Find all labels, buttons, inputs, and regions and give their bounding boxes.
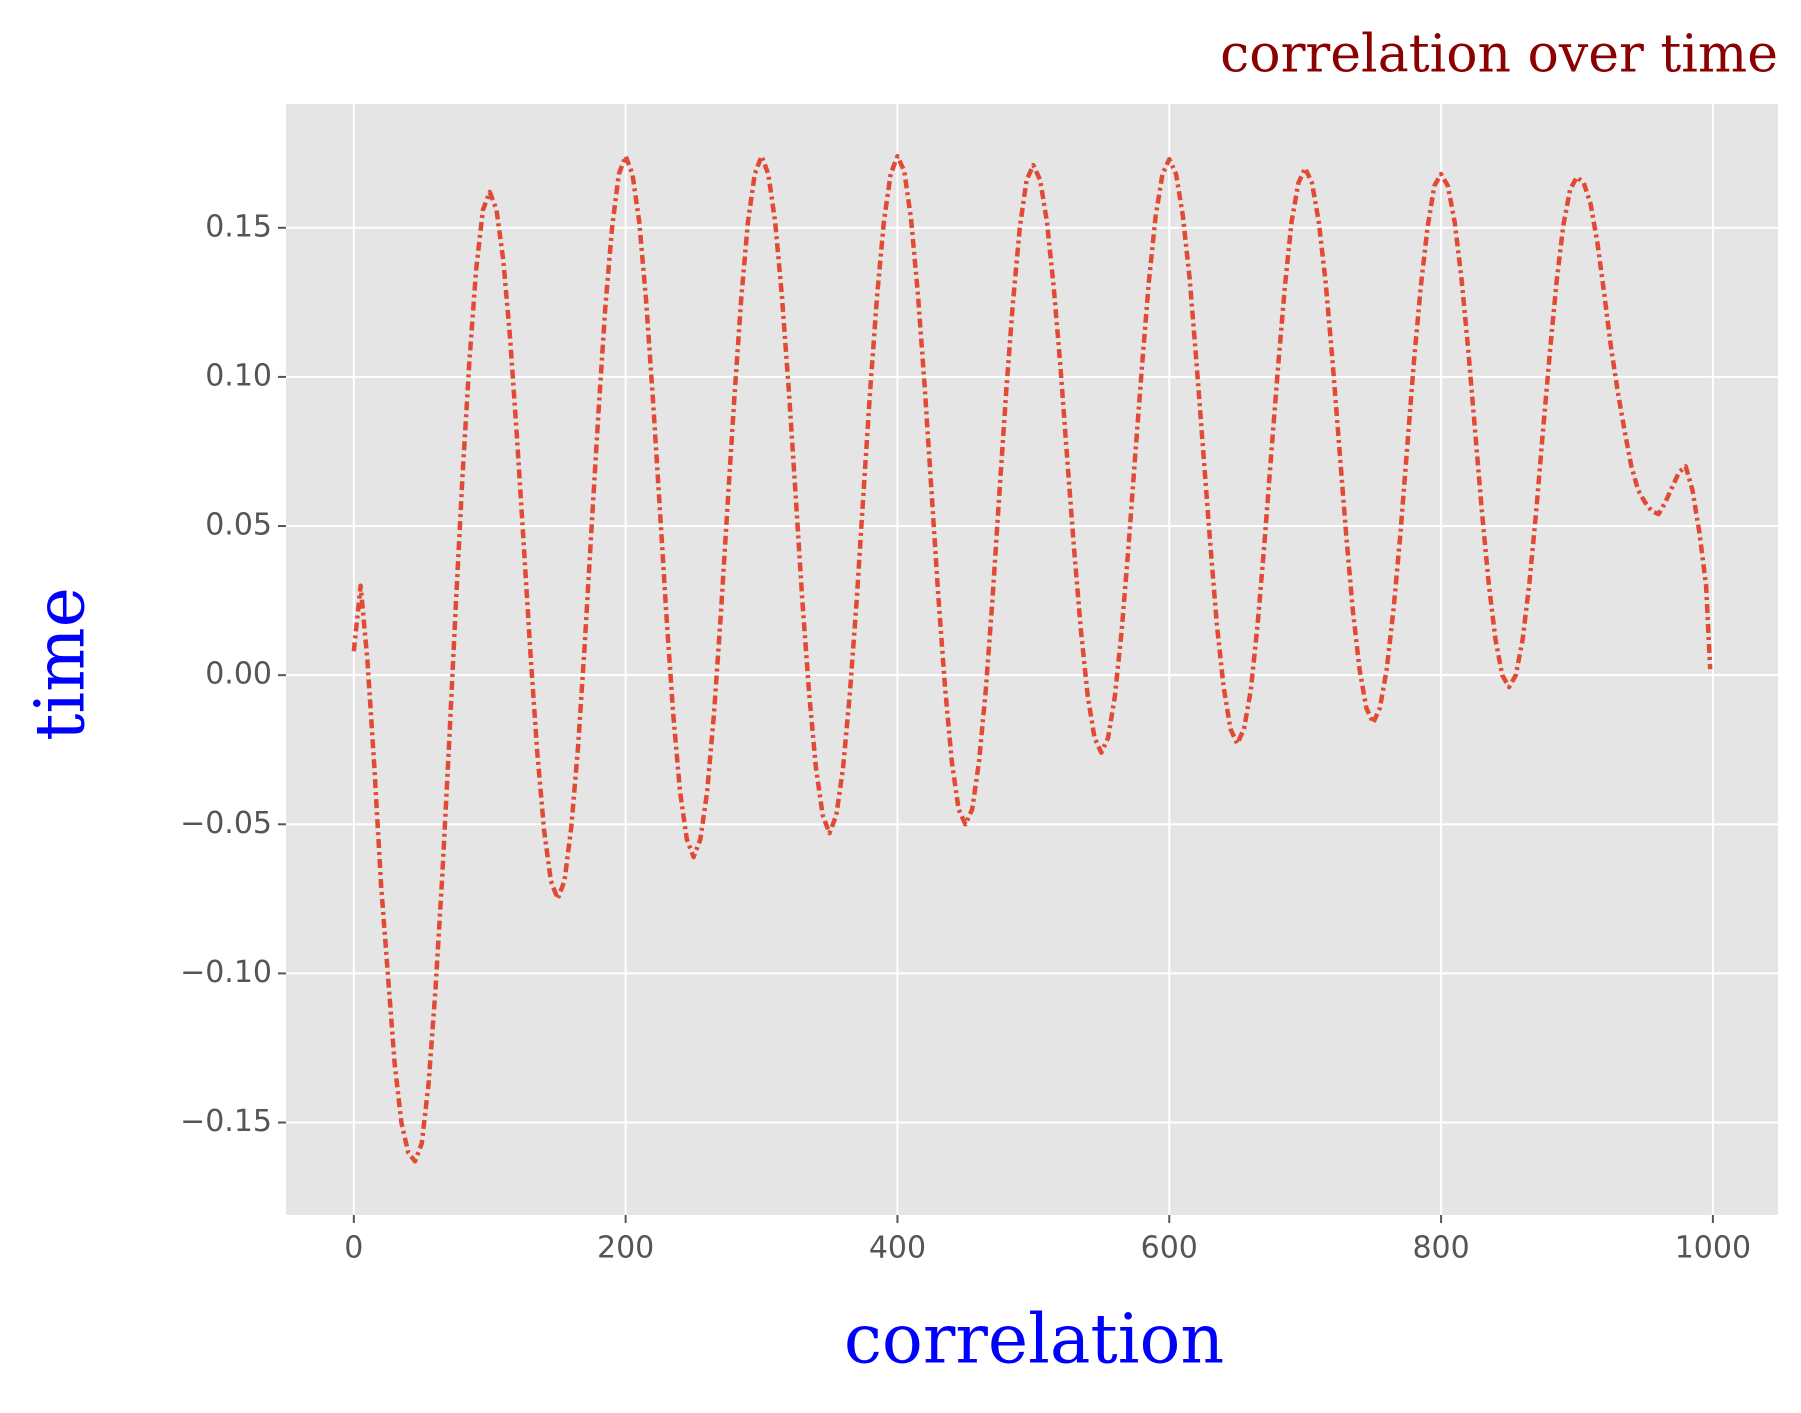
y-tick-label: 0.05 (205, 508, 272, 543)
x-tick-label: 0 (344, 1231, 363, 1266)
y-tick-label: 0.00 (205, 657, 272, 692)
data-line (351, 153, 1713, 1164)
x-tick-label: 1000 (1675, 1231, 1751, 1266)
y-tick-label: 0.15 (205, 209, 272, 244)
y-tick-label: 0.10 (205, 358, 272, 393)
y-tick-label: −0.15 (180, 1104, 272, 1139)
y-axis-label: time (22, 587, 101, 741)
marks (351, 153, 1713, 1164)
x-tick-label: 600 (1141, 1231, 1198, 1266)
x-tick-label: 400 (869, 1231, 926, 1266)
plot-background (286, 104, 1778, 1215)
x-tick-label: 800 (1412, 1231, 1469, 1266)
x-axis-label: correlation (844, 1301, 1224, 1380)
grid: 0 200 400 600 800 1000 −0.15 −0.10 −0.05 0.00 0.05… (180, 104, 1778, 1266)
y-tick-label: −0.10 (180, 955, 272, 990)
x-tick-label: 200 (597, 1231, 654, 1266)
y-tick-label: −0.05 (180, 806, 272, 841)
chart-title: correlation over time (1220, 25, 1778, 85)
